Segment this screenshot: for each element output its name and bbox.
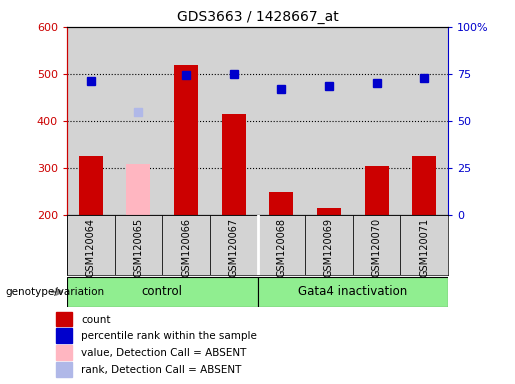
- Bar: [317, 208, 341, 215]
- Text: GSM120066: GSM120066: [181, 218, 191, 277]
- Bar: [56, 345, 72, 360]
- Text: rank, Detection Call = ABSENT: rank, Detection Call = ABSENT: [81, 365, 242, 375]
- Bar: [305, 215, 353, 275]
- Bar: [353, 215, 401, 275]
- Bar: [127, 164, 150, 215]
- Bar: [162, 27, 210, 215]
- Bar: [114, 27, 162, 215]
- Text: genotype/variation: genotype/variation: [5, 287, 104, 297]
- Bar: [114, 215, 162, 275]
- Text: GSM120069: GSM120069: [324, 218, 334, 277]
- Text: GSM120070: GSM120070: [372, 218, 382, 277]
- Bar: [413, 156, 436, 215]
- Bar: [258, 215, 305, 275]
- Bar: [305, 27, 353, 215]
- Bar: [56, 312, 72, 326]
- Text: count: count: [81, 314, 110, 325]
- Text: control: control: [142, 285, 183, 298]
- Bar: [67, 277, 258, 306]
- Bar: [353, 27, 401, 215]
- Bar: [258, 27, 305, 215]
- Text: GSM120071: GSM120071: [419, 218, 429, 277]
- Text: GSM120067: GSM120067: [229, 218, 238, 277]
- Bar: [222, 114, 246, 215]
- Bar: [210, 27, 258, 215]
- Text: GSM120065: GSM120065: [133, 218, 143, 277]
- Bar: [67, 215, 115, 275]
- Text: GSM120068: GSM120068: [277, 218, 286, 277]
- Bar: [56, 328, 72, 343]
- Bar: [67, 27, 115, 215]
- Text: Gata4 inactivation: Gata4 inactivation: [298, 285, 407, 298]
- Bar: [401, 27, 448, 215]
- Text: value, Detection Call = ABSENT: value, Detection Call = ABSENT: [81, 348, 246, 358]
- Bar: [401, 215, 448, 275]
- Text: percentile rank within the sample: percentile rank within the sample: [81, 331, 257, 341]
- Bar: [79, 156, 102, 215]
- Bar: [269, 192, 293, 215]
- Title: GDS3663 / 1428667_at: GDS3663 / 1428667_at: [177, 10, 338, 25]
- Bar: [258, 277, 448, 306]
- Bar: [56, 362, 72, 377]
- Bar: [162, 215, 210, 275]
- Bar: [174, 65, 198, 215]
- Bar: [210, 215, 258, 275]
- Text: GSM120064: GSM120064: [86, 218, 96, 277]
- Bar: [365, 166, 388, 215]
